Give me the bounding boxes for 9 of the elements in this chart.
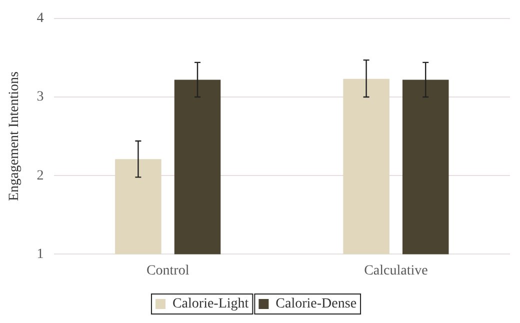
- x-tick-label: Control: [146, 263, 190, 278]
- x-tick-label: Calculative: [364, 263, 428, 278]
- y-tick-label: 3: [36, 90, 44, 105]
- legend-label: Calorie-Dense: [276, 296, 357, 312]
- legend-label: Calorie-Light: [172, 296, 249, 312]
- y-tick-label: 2: [36, 168, 44, 184]
- y-tick-label: 4: [36, 11, 44, 26]
- y-axis-title: Engagement Intentions: [7, 72, 22, 202]
- y-tick-label: 1: [36, 246, 44, 262]
